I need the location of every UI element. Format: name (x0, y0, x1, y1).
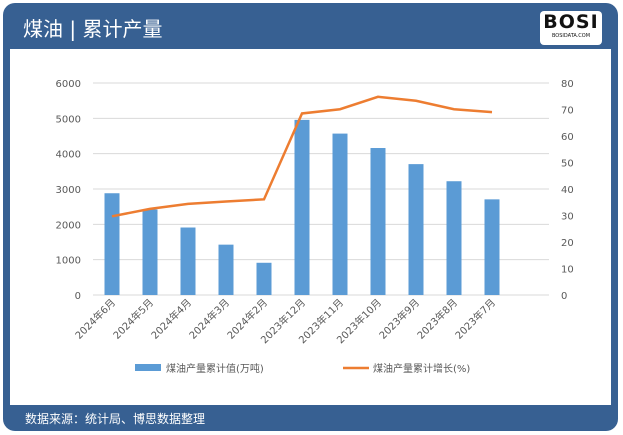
bar (218, 244, 234, 295)
bar (446, 181, 462, 295)
y2-tick-label: 50 (561, 159, 574, 170)
y2-tick-label: 60 (561, 132, 574, 143)
y-tick-label: 1000 (56, 256, 81, 267)
page-title: 煤油 | 累计产量 (23, 17, 163, 41)
y2-tick-label: 0 (561, 291, 567, 302)
y2-tick-label: 40 (561, 185, 574, 196)
x-tick-label: 2023年7月 (452, 296, 498, 342)
y-tick-label: 6000 (56, 79, 81, 90)
y2-tick-label: 70 (561, 106, 574, 117)
bar (484, 199, 500, 295)
bar (332, 133, 348, 295)
y2-tick-label: 30 (561, 212, 574, 223)
bosi-logo: BOSI BOSIDATA.COM (540, 11, 602, 45)
bar (408, 164, 424, 295)
source-note: 数据来源：统计局、博思数据整理 (25, 412, 206, 426)
legend-bar-label: 煤油产量累计值(万吨) (166, 362, 264, 375)
legend-bar-swatch (135, 364, 161, 371)
y-tick-label: 2000 (56, 220, 81, 231)
bar (104, 193, 120, 295)
legend-line-label: 煤油产量累计增长(%) (373, 362, 470, 375)
bar (256, 262, 272, 295)
bar (142, 209, 158, 295)
y-tick-label: 3000 (56, 185, 81, 196)
y2-tick-label: 80 (561, 79, 574, 90)
bar (294, 119, 310, 296)
y-tick-label: 0 (75, 291, 81, 302)
bar (370, 148, 386, 295)
y-tick-label: 4000 (56, 150, 81, 161)
header: 煤油 | 累计产量 BOSI BOSIDATA.COM (3, 3, 618, 49)
y2-tick-label: 10 (561, 265, 574, 276)
bar (180, 227, 196, 295)
chart-frame: 煤油 | 累计产量 BOSI BOSIDATA.COM 数据来源：统计局、博思数据… (3, 3, 618, 431)
y2-tick-label: 20 (561, 238, 574, 249)
y-tick-label: 5000 (56, 114, 81, 125)
